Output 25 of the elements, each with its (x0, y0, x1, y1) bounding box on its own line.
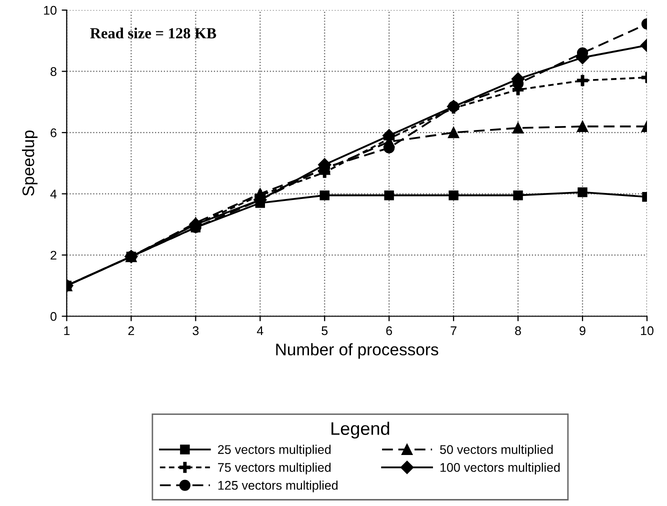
y-axis-title: Speedup (22, 130, 38, 196)
legend-title: Legend (332, 422, 390, 439)
y-tick-label: 4 (50, 190, 57, 198)
legend-label: 25 vectors multiplied (218, 444, 331, 456)
y-tick-label: 10 (44, 6, 56, 15)
y-tick-label: 2 (50, 250, 56, 260)
x-tick-label: 10 (640, 326, 654, 336)
x-tick-label: 3 (192, 326, 199, 336)
legend-label: 75 vectors multiplied (218, 462, 331, 474)
annotation: Read size = 128 KB (90, 28, 216, 38)
y-tick-label: 6 (50, 128, 56, 138)
legend-label: 50 vectors multiplied (440, 444, 553, 456)
legend-label: 100 vectors multiplied (440, 462, 560, 474)
legend-label: 125 vectors multiplied (218, 480, 338, 492)
x-tick-label: 7 (450, 326, 456, 336)
x-tick-label: 8 (515, 326, 521, 336)
y-tick-label: 0 (50, 312, 56, 321)
x-tick-label: 6 (386, 326, 392, 336)
x-axis-title: Number of processors (276, 343, 438, 359)
x-tick-label: 4 (256, 326, 264, 336)
x-tick-label: 5 (322, 326, 328, 336)
x-tick-label: 1 (64, 326, 70, 336)
x-tick-label: 2 (128, 326, 134, 336)
x-tick-label: 9 (580, 326, 586, 336)
y-tick-label: 8 (50, 67, 56, 76)
